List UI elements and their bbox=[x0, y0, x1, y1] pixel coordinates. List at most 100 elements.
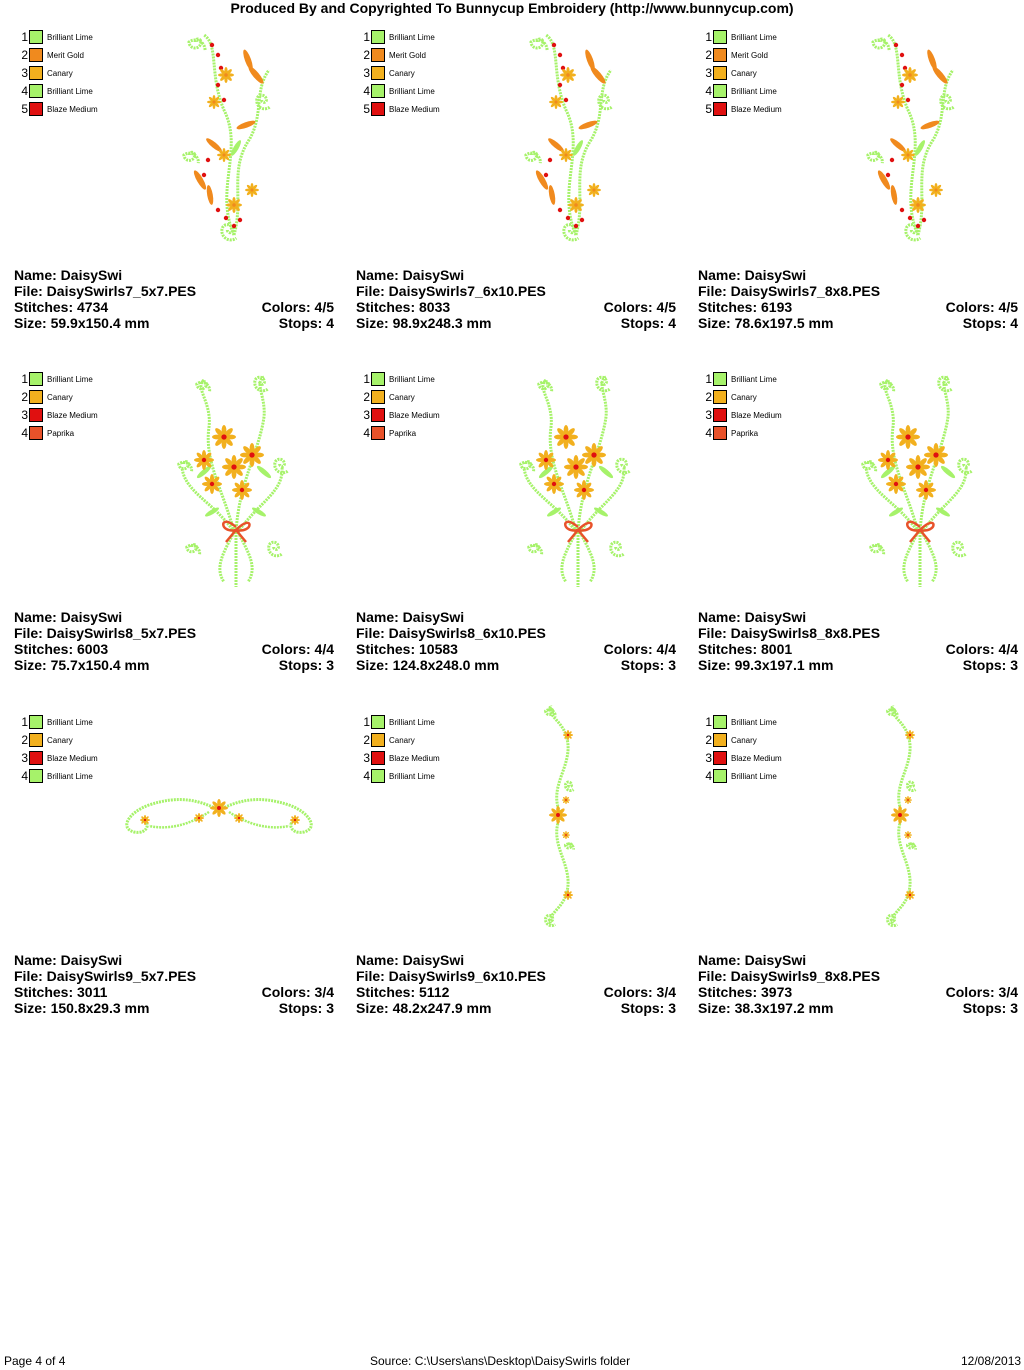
embroidery-design-preview bbox=[544, 705, 575, 928]
color-swatch bbox=[713, 751, 727, 765]
daisy-flower bbox=[560, 66, 576, 84]
color-swatch bbox=[371, 408, 385, 422]
print-date: 12/08/2013 bbox=[961, 1354, 1022, 1368]
legend-item: 2 Canary bbox=[20, 731, 98, 749]
color-swatch bbox=[29, 733, 43, 747]
stitch-count: Stitches: 10583 bbox=[356, 641, 458, 657]
daisy-flower bbox=[906, 455, 930, 479]
color-swatch bbox=[371, 751, 385, 765]
color-swatch bbox=[713, 102, 727, 116]
legend-item: 4 Paprika bbox=[704, 424, 782, 442]
embroidery-design-preview bbox=[177, 375, 289, 587]
thread-name: Blaze Medium bbox=[731, 410, 782, 420]
swirl-motif bbox=[524, 33, 613, 242]
design-size: Size: 48.2x247.9 mm bbox=[356, 1000, 492, 1016]
thread-name: Merit Gold bbox=[731, 50, 768, 60]
color-swatch bbox=[371, 102, 385, 116]
embroidery-design-preview bbox=[886, 705, 917, 928]
legend-index: 5 bbox=[363, 102, 370, 116]
legend-index: 4 bbox=[21, 426, 28, 440]
legend-index: 1 bbox=[705, 372, 712, 386]
daisy-flower bbox=[896, 425, 920, 449]
daisy-flower bbox=[904, 831, 912, 839]
color-swatch bbox=[29, 426, 43, 440]
thread-name: Canary bbox=[47, 392, 73, 402]
color-swatch bbox=[713, 84, 727, 98]
thread-name: Paprika bbox=[47, 428, 75, 438]
color-swatch bbox=[371, 715, 385, 729]
design-card: 1 Brilliant Lime 2 Merit Gold 3 Canary 4 Brilli… bbox=[14, 20, 344, 355]
daisy-flower bbox=[562, 796, 570, 804]
stitch-count: Stitches: 4734 bbox=[14, 299, 109, 315]
design-info: Name: DaisySwi File: DaisySwirls8_8x8.PES… bbox=[698, 609, 1018, 673]
design-info: Name: DaisySwi File: DaisySwirls9_6x10.PE… bbox=[356, 952, 676, 1016]
thread-name: Canary bbox=[47, 68, 73, 78]
legend-item: 1 Brilliant Lime bbox=[20, 28, 98, 46]
legend-index: 3 bbox=[21, 751, 28, 765]
legend-index: 3 bbox=[21, 408, 28, 422]
legend-index: 4 bbox=[363, 84, 370, 98]
legend-item: 3 Blaze Medium bbox=[362, 406, 440, 424]
design-name: Name: DaisySwi bbox=[14, 267, 123, 283]
daisy-flower bbox=[202, 474, 222, 494]
design-size: Size: 99.3x197.1 mm bbox=[698, 657, 834, 673]
thread-name: Canary bbox=[731, 68, 757, 78]
daisy-flower bbox=[563, 730, 573, 740]
legend-item: 2 Merit Gold bbox=[704, 46, 782, 64]
design-name: Name: DaisySwi bbox=[698, 609, 807, 625]
color-swatch bbox=[713, 390, 727, 404]
legend-item: 5 Blaze Medium bbox=[20, 100, 98, 118]
daisy-flower bbox=[140, 815, 150, 825]
bouquet-motif bbox=[519, 375, 631, 587]
color-swatch bbox=[29, 102, 43, 116]
thread-name: Brilliant Lime bbox=[389, 86, 435, 96]
thread-color-legend: 1 Brilliant Lime 2 Canary 3 Blaze Medium 4 Papr… bbox=[362, 370, 440, 442]
legend-index: 4 bbox=[21, 84, 28, 98]
stop-count: Stops: 3 bbox=[962, 657, 1018, 673]
daisy-flower bbox=[574, 480, 594, 500]
legend-item: 1 Brilliant Lime bbox=[362, 28, 440, 46]
color-swatch bbox=[713, 66, 727, 80]
legend-item: 3 Canary bbox=[704, 64, 782, 82]
legend-index: 1 bbox=[705, 30, 712, 44]
embroidery-design-preview bbox=[519, 375, 631, 587]
color-swatch bbox=[713, 426, 727, 440]
color-swatch bbox=[29, 390, 43, 404]
border-motif bbox=[544, 705, 575, 928]
legend-index: 1 bbox=[363, 30, 370, 44]
design-info: Name: DaisySwi File: DaisySwirls7_6x10.PE… bbox=[356, 267, 676, 331]
stop-count: Stops: 3 bbox=[620, 657, 676, 673]
color-swatch bbox=[29, 84, 43, 98]
embroidery-design-preview bbox=[524, 33, 613, 242]
design-size: Size: 124.8x248.0 mm bbox=[356, 657, 500, 673]
color-swatch bbox=[713, 48, 727, 62]
design-file: File: DaisySwirls8_5x7.PES bbox=[14, 625, 197, 641]
thread-name: Canary bbox=[389, 68, 415, 78]
legend-item: 5 Blaze Medium bbox=[704, 100, 782, 118]
thread-name: Blaze Medium bbox=[389, 753, 440, 763]
stitch-count: Stitches: 8033 bbox=[356, 299, 451, 315]
legend-item: 1 Brilliant Lime bbox=[362, 713, 440, 731]
legend-index: 3 bbox=[21, 66, 28, 80]
design-card: 1 Brilliant Lime 2 Canary 3 Blaze Medium 4 Bril… bbox=[14, 705, 344, 1040]
design-card: 1 Brilliant Lime 2 Canary 3 Blaze Medium 4 Papr… bbox=[698, 362, 1024, 697]
legend-item: 2 Canary bbox=[362, 731, 440, 749]
legend-item: 1 Brilliant Lime bbox=[704, 28, 782, 46]
legend-index: 2 bbox=[363, 390, 370, 404]
color-swatch bbox=[713, 372, 727, 386]
legend-index: 3 bbox=[363, 408, 370, 422]
legend-index: 2 bbox=[363, 733, 370, 747]
design-name: Name: DaisySwi bbox=[356, 267, 465, 283]
color-count: Colors: 3/4 bbox=[945, 984, 1018, 1000]
color-swatch bbox=[371, 84, 385, 98]
thread-name: Brilliant Lime bbox=[47, 717, 93, 727]
legend-item: 4 Brilliant Lime bbox=[20, 82, 98, 100]
thread-name: Blaze Medium bbox=[389, 104, 440, 114]
legend-index: 3 bbox=[363, 66, 370, 80]
daisy-flower bbox=[210, 799, 228, 817]
design-size: Size: 78.6x197.5 mm bbox=[698, 315, 834, 331]
legend-item: 3 Blaze Medium bbox=[20, 406, 98, 424]
daisy-flower bbox=[568, 197, 584, 213]
stop-count: Stops: 4 bbox=[962, 315, 1018, 331]
color-count: Colors: 4/5 bbox=[261, 299, 334, 315]
